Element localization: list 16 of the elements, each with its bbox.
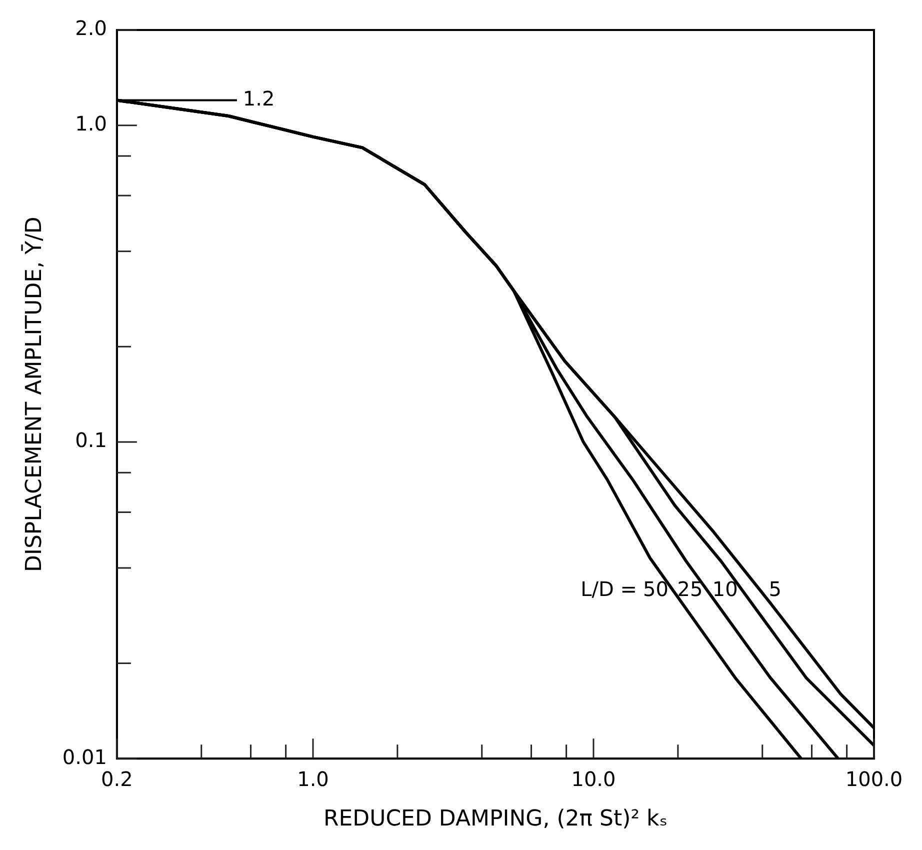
x-tick-label: 1.0 xyxy=(297,766,329,791)
x-tick-label: 100.0 xyxy=(845,766,903,791)
annotation: L/D = xyxy=(580,577,638,602)
annotation: 1.2 xyxy=(242,86,275,110)
series-label: 5 xyxy=(768,577,782,602)
series-label: 50 xyxy=(643,577,668,602)
y-axis-title: DISPLACEMENT AMPLITUDE, Ȳ/D xyxy=(20,216,47,572)
x-tick-label: 0.2 xyxy=(101,766,133,791)
series-label: 25 xyxy=(677,577,703,602)
x-tick-label: 10.0 xyxy=(571,766,616,791)
y-tick-label: 1.0 xyxy=(75,112,107,136)
y-tick-label: 0.1 xyxy=(75,428,107,452)
y-tick-label: 0.01 xyxy=(62,744,107,769)
y-tick-label: 2.0 xyxy=(75,16,107,40)
series-label: 10 xyxy=(712,577,738,602)
x-axis-title: REDUCED DAMPING, (2π St)² kₛ xyxy=(323,806,668,832)
